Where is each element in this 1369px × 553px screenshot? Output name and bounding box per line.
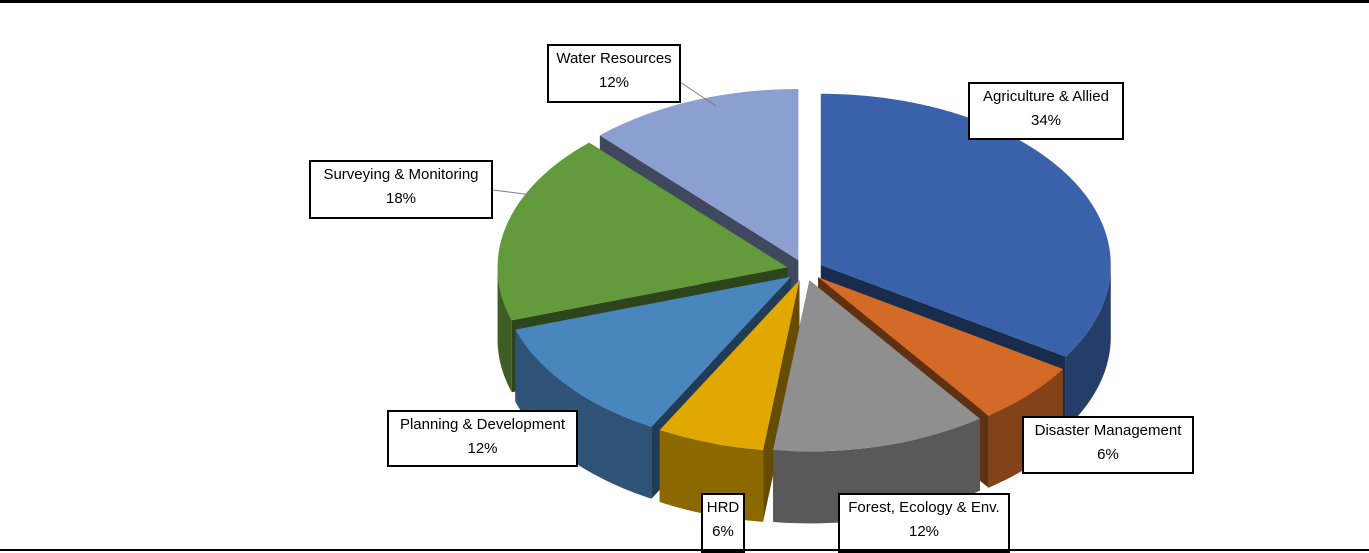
pie-slice-surveying-monitoring-outer-wall (497, 267, 512, 393)
pie-slice-planning-development-top (515, 276, 792, 427)
label-water-resources-pct: 12% (598, 74, 630, 91)
label-disaster-management: Disaster Management 6% (1022, 416, 1194, 474)
pie-slice-water-resources-top (599, 89, 799, 261)
label-forest-ecology-name: Forest, Ecology & Env. (848, 499, 1000, 516)
pie-slice-agriculture-allied-outer-wall (1065, 264, 1111, 429)
top-border-line (0, 0, 1369, 3)
label-water-resources-name: Water Resources (556, 50, 672, 67)
pie-slice-hrd-top (659, 280, 800, 450)
label-forest-ecology: Forest, Ecology & Env. 12% (838, 493, 1010, 553)
label-planning-development-name: Planning & Development (399, 416, 566, 433)
pie-slices (497, 89, 1111, 524)
label-agriculture-pct: 34% (1030, 112, 1062, 129)
label-agriculture: Agriculture & Allied 34% (968, 82, 1124, 140)
label-hrd: HRD 6% (701, 493, 745, 553)
label-water-resources: Water Resources 12% (547, 44, 681, 103)
label-disaster-management-pct: 6% (1097, 446, 1119, 463)
label-hrd-name: HRD (706, 499, 740, 516)
pie-slice-forest-ecology-env-top (773, 280, 980, 452)
label-agriculture-name: Agriculture & Allied (983, 88, 1109, 105)
pie-slice-hrd (659, 280, 800, 522)
label-planning-development: Planning & Development 12% (387, 410, 578, 467)
label-surveying-monitoring-name: Surveying & Monitoring (323, 166, 479, 183)
label-hrd-pct: 6% (712, 523, 734, 540)
pie-slice-agriculture-allied-top (820, 93, 1111, 357)
leader-line-surveying-monitoring (492, 189, 541, 197)
pie-slice-planning-development-outer-wall (515, 329, 652, 499)
bottom-border-line (0, 549, 1369, 551)
pie-slice-surveying-monitoring-top (497, 142, 788, 321)
label-surveying-monitoring: Surveying & Monitoring 18% (309, 160, 493, 219)
label-planning-development-pct: 12% (467, 440, 498, 457)
label-surveying-monitoring-pct: 18% (385, 190, 417, 207)
label-disaster-management-name: Disaster Management (1034, 422, 1182, 439)
label-forest-ecology-pct: 12% (908, 523, 940, 540)
leader-line-water-resources (679, 81, 717, 107)
pie-slice-disaster-management-top (818, 277, 1063, 416)
